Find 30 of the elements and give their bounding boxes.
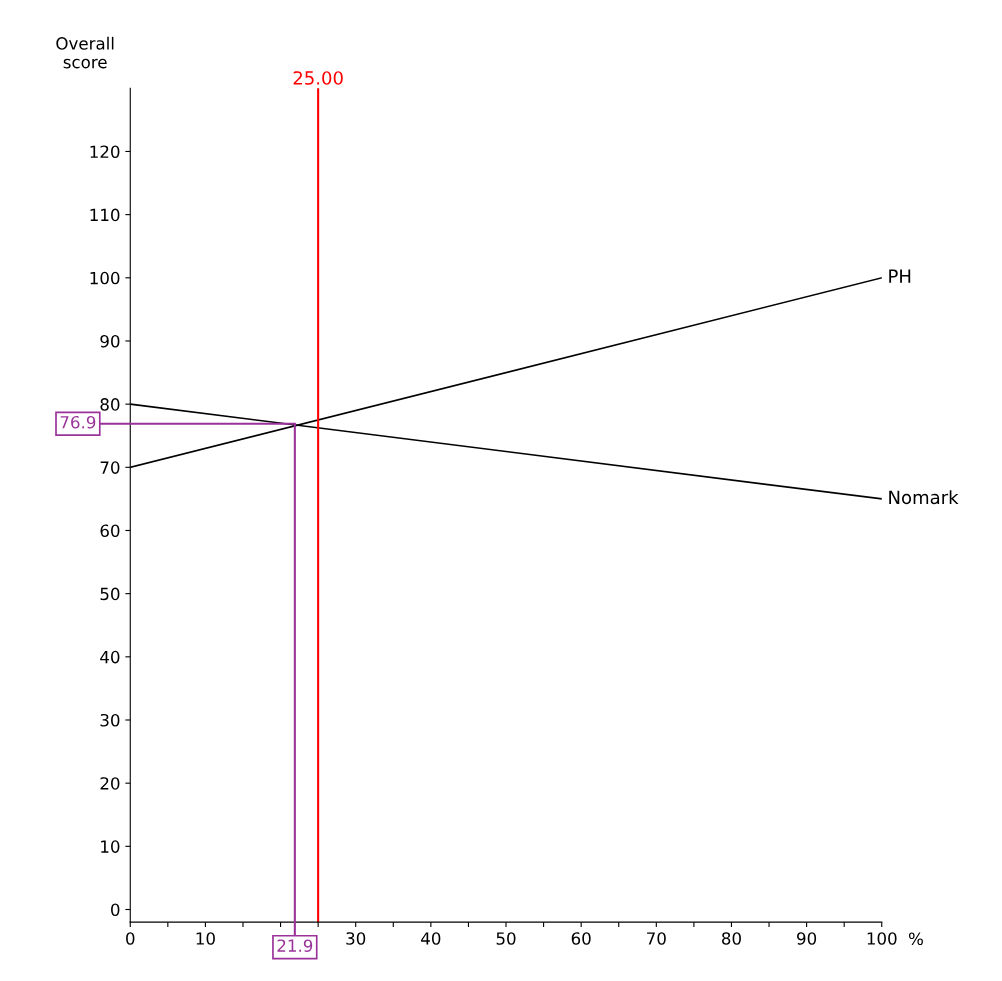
y-tick-label: 110 [90, 208, 120, 222]
annotation: 76.9 [60, 415, 96, 429]
y-tick-label: 10 [101, 840, 120, 853]
x-tick-label: 40 [421, 932, 441, 945]
ref-line-label: 25.00 [293, 71, 343, 85]
y-tick-label: 80 [100, 398, 120, 411]
y-tick-label: 40 [100, 650, 120, 664]
y-tick-label: 0 [111, 903, 120, 917]
y-tick-label: 50 [100, 587, 120, 601]
x-tick-label: 60 [571, 932, 591, 945]
y-axis-title: Overall score [56, 36, 114, 69]
y-tick-label: 20 [100, 777, 120, 790]
y-tick-label: 60 [100, 524, 120, 538]
annotation: 21.9 [277, 939, 313, 952]
y-tick-label: 70 [100, 461, 120, 474]
x-tick-label: 50 [496, 932, 516, 945]
y-tick-label: 120 [90, 145, 120, 159]
y-tick-label: 100 [90, 271, 120, 285]
y-tick-label: 30 [100, 713, 120, 727]
x-tick-label: 10 [196, 932, 215, 945]
series-label: Nomark [889, 490, 959, 505]
x-tick-label: 80 [721, 932, 741, 945]
x-axis-title: % [908, 932, 923, 946]
y-tick-label: 90 [100, 334, 120, 348]
x-tick-label: 30 [346, 932, 366, 945]
series-label: PH [889, 269, 911, 283]
x-tick-label: 70 [647, 932, 666, 945]
x-tick-label: 100 [867, 932, 897, 945]
x-tick-label: 0 [126, 932, 135, 945]
x-tick-label: 90 [797, 932, 817, 945]
